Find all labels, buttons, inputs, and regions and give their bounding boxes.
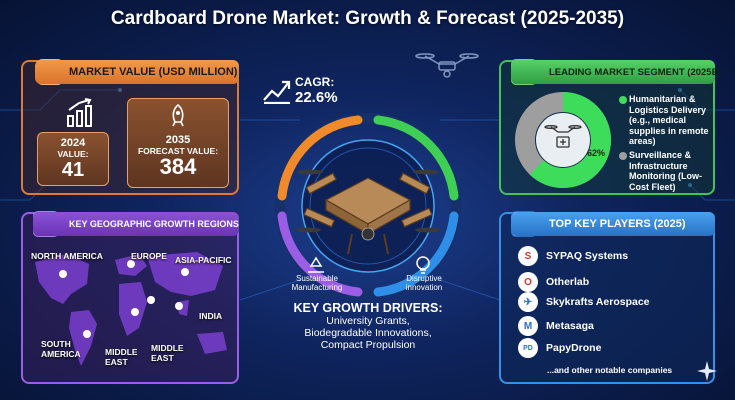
sparkle-icon (697, 361, 717, 381)
player-name: PapyDrone (546, 342, 602, 354)
skykrafts-logo-icon: ✈ (518, 292, 538, 312)
player-row: PD PapyDrone (518, 338, 601, 358)
region-europe: EUROPE (131, 251, 167, 261)
trend-up-icon (263, 80, 291, 104)
drivers-line-3: Compact Propulsion (320, 339, 416, 351)
recycle-icon (308, 256, 324, 273)
segment-donut-chart (515, 92, 611, 188)
page-title: Cardboard Drone Market: Growth & Forecas… (110, 8, 625, 29)
geographic-regions-panel: KEY GEOGRAPHIC GROWTH REGIONS NORTH AMER… (21, 211, 239, 384)
legend-surveillance: Surveillance & Infrastructure Monitoring… (629, 150, 702, 192)
players-footer: ...and other notable companies (547, 365, 673, 375)
player-name: Skykrafts Aerospace (546, 296, 650, 308)
player-name: Otherlab (546, 276, 590, 288)
disruptive-caption: Disruptive innovation (405, 274, 443, 292)
leading-segment-panel: LEADING MARKET SEGMENT (2025E) 62% Human… (499, 59, 721, 195)
value-2024-year: 2024 (60, 137, 86, 149)
key-players-heading: TOP KEY PLAYERS (2025) (511, 212, 715, 236)
leading-segment-heading: LEADING MARKET SEGMENT (2025E) (511, 60, 721, 84)
region-middle-east-1: MIDDLE EAST (105, 347, 138, 367)
player-name: Metasaga (546, 320, 594, 332)
value-2035-number: 384 (159, 154, 197, 179)
sypaq-logo-icon: S (518, 246, 538, 266)
value-2024-box: 2024 VALUE: 41 (37, 132, 109, 186)
player-row: ✈ Skykrafts Aerospace (518, 292, 650, 312)
cagr-value: 22.6% (295, 89, 338, 106)
drivers-line-1: University Grants, (326, 315, 410, 327)
legend-humanitarian: Humanitarian & Logistics Delivery (e.g.,… (629, 94, 709, 146)
papydrone-logo-icon: PD (518, 338, 538, 358)
legend-dot-humanitarian (619, 96, 627, 104)
cagr-label: CAGR: (295, 75, 335, 89)
legend-dot-surveillance (619, 152, 627, 160)
value-2035-label: FORECAST VALUE: (137, 146, 219, 156)
market-value-panel: MARKET VALUE (USD MILLION) 2024 VALUE: 4… (21, 59, 239, 195)
player-row: S SYPAQ Systems (518, 246, 628, 266)
region-asia-pacific: ASIA-PACIFIC (175, 255, 232, 265)
value-2035-box: 2035 FORECAST VALUE: 384 (127, 98, 229, 188)
key-growth-drivers: KEY GROWTH DRIVERS: University Grants, B… (262, 301, 474, 351)
rocket-icon (172, 103, 184, 127)
market-value-heading: MARKET VALUE (USD MILLION) (35, 60, 239, 84)
value-2024-label: VALUE: (57, 149, 89, 159)
lightbulb-icon (416, 256, 430, 274)
drone-silhouette-icon (415, 53, 479, 78)
donut-segment-humanitarian (515, 92, 611, 188)
value-2024-number: 41 (61, 159, 85, 181)
growth-bars-icon (67, 98, 92, 127)
drivers-heading: KEY GROWTH DRIVERS: (293, 301, 443, 315)
world-map (35, 252, 227, 366)
region-south-america: SOUTH AMERICA (41, 339, 81, 359)
value-2035-year: 2035 (165, 134, 191, 146)
region-middle-east-2: MIDDLE EAST (151, 343, 184, 363)
otherlab-logo-icon: O (518, 272, 538, 292)
metasaga-logo-icon: M (518, 316, 538, 336)
sustainable-caption: Sustainable Manufacturing (291, 274, 343, 292)
drivers-line-2: Biodegradable Innovations, (304, 327, 432, 339)
player-row: M Metasaga (518, 316, 594, 336)
geo-heading: KEY GEOGRAPHIC GROWTH REGIONS (33, 212, 239, 236)
region-india: INDIA (199, 311, 223, 321)
player-name: SYPAQ Systems (546, 250, 629, 262)
donut-percent-label: 62% (587, 148, 606, 158)
cardboard-drone-illustration (296, 169, 440, 255)
player-row: O Otherlab (518, 272, 589, 292)
region-north-america: NORTH AMERICA (31, 251, 103, 261)
